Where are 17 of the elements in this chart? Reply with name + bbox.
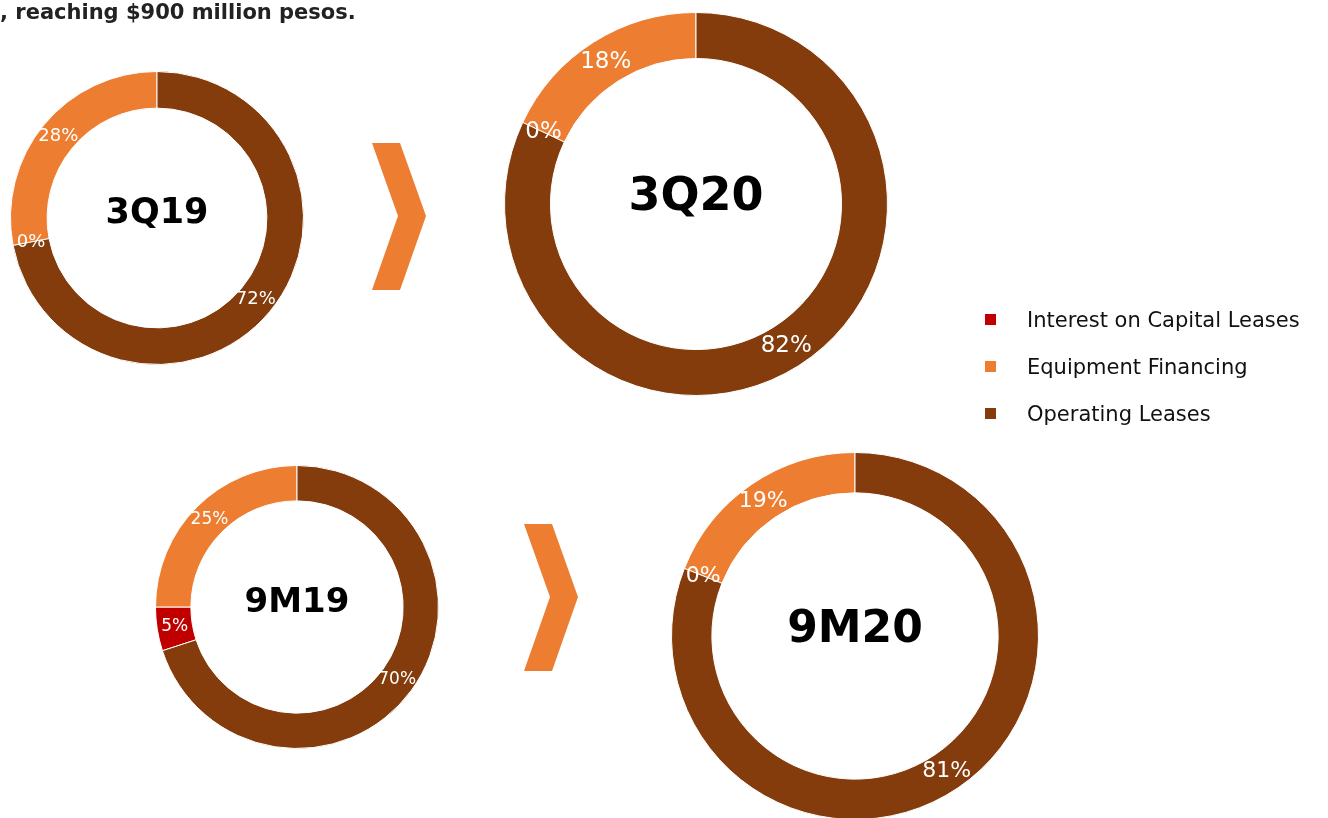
- text: 3Q19: [105, 190, 209, 231]
- data-label: 72%: [235, 287, 276, 309]
- data-label: 18%: [580, 46, 632, 73]
- data-label: 70%: [378, 668, 417, 689]
- data-label: 25%: [190, 507, 229, 528]
- text: 9M19: [244, 579, 350, 620]
- legend-label: Equipment Financing: [1027, 354, 1248, 379]
- data-label: 81%: [922, 756, 972, 782]
- data-label: 19%: [738, 486, 788, 512]
- data-label: 28%: [38, 123, 79, 145]
- legend-label: Interest on Capital Leases: [1027, 307, 1300, 332]
- text: 9M20: [787, 600, 923, 652]
- text: , reaching $900 million pesos.: [0, 0, 356, 24]
- text: 3Q20: [628, 167, 764, 222]
- legend-label: Operating Leases: [1027, 401, 1211, 426]
- data-label: 82%: [760, 331, 812, 358]
- data-label: 5%: [161, 614, 189, 635]
